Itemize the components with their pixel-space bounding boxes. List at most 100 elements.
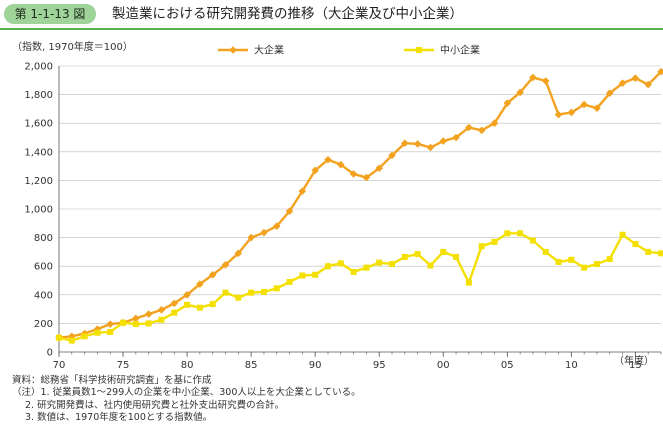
x-tick-labels: 70 75 80 85 90 95 00 05 10 15 xyxy=(53,360,642,371)
series-2-point-1979 xyxy=(171,309,178,316)
legend-marker-1 xyxy=(229,46,237,54)
series-1-point-1997 xyxy=(401,139,409,148)
series-2-point-1989 xyxy=(299,272,306,279)
series-2-point-1978 xyxy=(158,316,165,323)
x-tick-label-70: 70 xyxy=(53,360,66,371)
series-2-point-1980 xyxy=(184,301,191,308)
series-2-point-1990 xyxy=(312,271,319,278)
legend-item-1: 大企業 xyxy=(218,44,284,57)
series-1-point-1994 xyxy=(362,173,371,182)
series-1-point-2007 xyxy=(529,73,537,82)
y-tick-label-400: 400 xyxy=(34,290,53,301)
series-1-point-1992 xyxy=(336,160,345,169)
series-2-point-1985 xyxy=(248,289,255,296)
series-2-point-2001 xyxy=(453,253,460,260)
series-2-point-2000 xyxy=(440,248,447,255)
figure-number-badge: 第 1-1-13 図 xyxy=(4,4,96,24)
legend-label-1: 大企業 xyxy=(254,44,284,57)
series-2-point-1991 xyxy=(324,263,331,270)
series-1-point-2015 xyxy=(631,74,640,82)
series-1-point-1989 xyxy=(298,187,307,195)
footnote-source: 資料：総務省「科学技術研究調査」を基に作成 xyxy=(12,375,212,386)
series-2-point-2010 xyxy=(568,256,575,263)
series-2-point-1970 xyxy=(56,334,62,341)
gridlines xyxy=(59,65,661,324)
x-tick-label-00: 00 xyxy=(437,360,450,371)
series-2-point-1996 xyxy=(389,261,396,268)
series-1-point-2004 xyxy=(490,119,499,127)
y-tick-label-1000: 1,000 xyxy=(24,205,53,216)
series-1-point-1974 xyxy=(106,320,115,328)
series-2-point-1993 xyxy=(350,268,357,275)
series-2-point-1977 xyxy=(145,320,152,327)
series-2-point-1986 xyxy=(260,288,267,295)
series-2-point-2013 xyxy=(606,256,613,263)
series-1-point-2016 xyxy=(644,80,652,89)
series-1-point-1988 xyxy=(285,207,294,215)
legend: 大企業 中小企業 xyxy=(218,44,480,57)
axes xyxy=(58,66,662,357)
series-1-point-1971 xyxy=(68,332,76,341)
figure-header: 第 1-1-13 図 製造業における研究開発費の推移（大企業及び中小企業） xyxy=(0,0,663,30)
series-1-point-1978 xyxy=(157,306,166,314)
series-2-point-1997 xyxy=(401,253,408,260)
series-1-point-2010 xyxy=(567,108,576,117)
series-1-point-1981 xyxy=(196,280,204,288)
series-1-point-2001 xyxy=(452,133,460,142)
header-rule xyxy=(0,28,663,30)
legend-marker-2 xyxy=(416,47,422,53)
series-2-point-2012 xyxy=(593,261,600,268)
line-chart: （指数, 1970年度＝100） 0 200 400 600 800 1,000 1,200… xyxy=(12,40,663,371)
series-2-point-2003 xyxy=(478,243,485,250)
series-1-point-2017 xyxy=(657,67,663,76)
series-2-point-2006 xyxy=(517,230,524,237)
y-tick-label-1200: 1,200 xyxy=(24,176,53,187)
series-1-point-1993 xyxy=(349,170,358,178)
series-1-point-2003 xyxy=(477,126,486,135)
series-1-point-2006 xyxy=(516,88,524,97)
x-tick-label-75: 75 xyxy=(117,360,130,371)
footnotes: 資料：総務省「科学技術研究調査」を基に作成 （注）1. 従業員数1～299人の企… xyxy=(12,375,652,425)
series-1-point-2011 xyxy=(580,100,588,109)
series-2-point-2002 xyxy=(465,279,472,286)
series-2-point-2004 xyxy=(491,238,498,245)
legend-label-2: 中小企業 xyxy=(440,44,480,57)
series-1-point-1979 xyxy=(170,299,179,308)
y-tick-label-200: 200 xyxy=(34,319,53,330)
x-tick-label-95: 95 xyxy=(373,360,386,371)
series-2-point-2007 xyxy=(529,237,536,244)
series-2-point-1971 xyxy=(68,337,75,344)
series-1-point-1984 xyxy=(234,249,243,258)
series-2-point-2005 xyxy=(504,230,511,237)
x-tick-label-10: 10 xyxy=(565,360,578,371)
series xyxy=(55,67,663,344)
series-1-point-1987 xyxy=(272,222,281,230)
series-2-point-1992 xyxy=(337,260,344,267)
series-1 xyxy=(55,67,663,342)
series-2-point-1999 xyxy=(427,262,434,269)
x-tick-label-80: 80 xyxy=(181,360,194,371)
series-1-point-2009 xyxy=(554,110,563,119)
series-1-point-1985 xyxy=(247,233,255,242)
x-tick-label-90: 90 xyxy=(309,360,322,371)
series-1-point-1977 xyxy=(144,310,153,318)
series-1-point-1991 xyxy=(324,155,332,164)
series-2-point-1973 xyxy=(94,329,101,336)
series-1-point-1998 xyxy=(413,140,422,148)
series-1-point-1976 xyxy=(132,314,140,323)
series-2-point-1975 xyxy=(120,319,127,326)
series-1-point-2008 xyxy=(541,77,550,85)
y-tick-label-1400: 1,400 xyxy=(24,147,53,158)
series-1-point-2013 xyxy=(605,89,614,97)
series-2-point-1998 xyxy=(414,251,421,258)
footnote-2: 2. 研究開発費は、社内使用研究費と社外支出研究費の合計。 xyxy=(25,399,285,411)
series-2-point-1987 xyxy=(273,285,280,292)
series-2-point-2017 xyxy=(658,250,663,257)
series-2-point-2014 xyxy=(619,231,626,238)
series-1-point-1973 xyxy=(93,325,102,333)
x-tick-label-85: 85 xyxy=(245,360,258,371)
series-1-point-2014 xyxy=(618,79,627,87)
series-2-point-1974 xyxy=(107,328,114,335)
series-1-point-2005 xyxy=(503,99,512,107)
series-2-point-1994 xyxy=(363,264,370,271)
